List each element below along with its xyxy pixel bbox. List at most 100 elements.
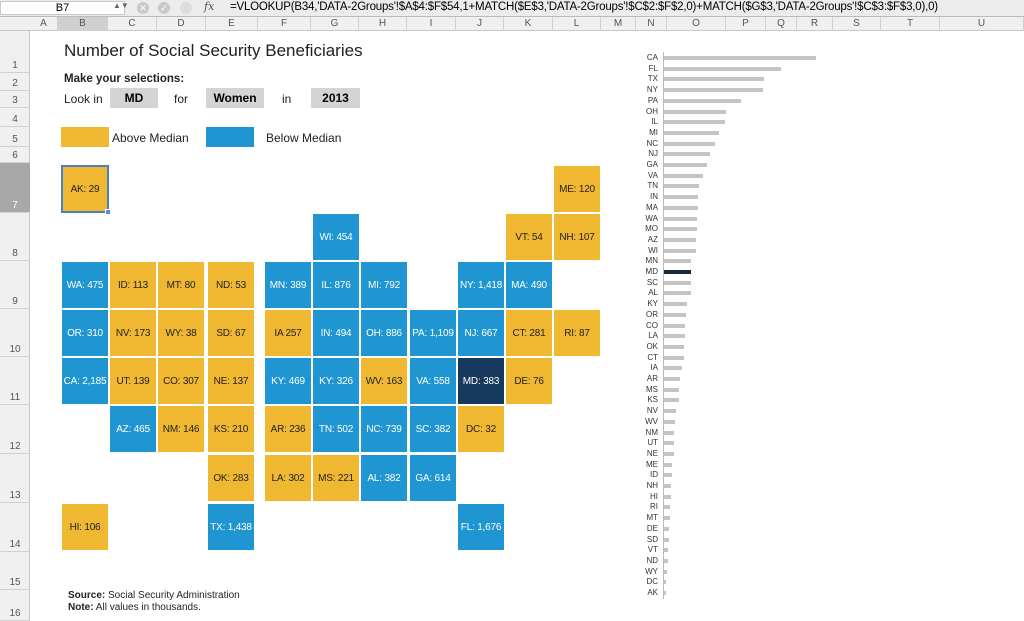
year-selector[interactable]: 2013: [311, 88, 360, 108]
column-header[interactable]: S: [833, 17, 881, 31]
state-tile[interactable]: DE: 76: [506, 358, 552, 404]
state-tile[interactable]: SC: 382: [410, 406, 456, 452]
state-tile[interactable]: CA: 2,185: [62, 358, 108, 404]
state-tile[interactable]: IL: 876: [313, 262, 359, 308]
row-header[interactable]: 2: [0, 73, 30, 91]
column-header[interactable]: P: [726, 17, 766, 31]
state-tile[interactable]: UT: 139: [110, 358, 156, 404]
state-tile[interactable]: KS: 210: [208, 406, 254, 452]
column-header[interactable]: Q: [766, 17, 797, 31]
state-tile[interactable]: SD: 67: [208, 310, 254, 356]
row-header[interactable]: 6: [0, 147, 30, 163]
column-header[interactable]: H: [359, 17, 407, 31]
state-tile[interactable]: RI: 87: [554, 310, 600, 356]
column-header[interactable]: L: [553, 17, 601, 31]
row-header[interactable]: 10: [0, 309, 30, 357]
state-tile[interactable]: OK: 283: [208, 455, 254, 501]
row-header[interactable]: 4: [0, 108, 30, 127]
row-header[interactable]: 16: [0, 590, 30, 621]
state-tile[interactable]: NC: 739: [361, 406, 407, 452]
column-header[interactable]: B: [58, 17, 108, 31]
state-tile[interactable]: AK: 29: [61, 165, 109, 213]
formula-input[interactable]: =VLOOKUP(B34,'DATA-2Groups'!$A$4:$F$54,1…: [230, 1, 938, 13]
fx-icon[interactable]: fx: [204, 0, 215, 13]
state-tile[interactable]: KY: 326: [313, 358, 359, 404]
state-tile[interactable]: WY: 38: [158, 310, 204, 356]
state-tile[interactable]: MD: 383: [458, 358, 504, 404]
state-tile[interactable]: ID: 113: [110, 262, 156, 308]
state-tile[interactable]: VA: 558: [410, 358, 456, 404]
state-tile[interactable]: MI: 792: [361, 262, 407, 308]
state-tile[interactable]: CO: 307: [158, 358, 204, 404]
state-tile[interactable]: NJ: 667: [458, 310, 504, 356]
column-header[interactable]: T: [881, 17, 940, 31]
state-tile[interactable]: HI: 106: [62, 504, 108, 550]
state-tile[interactable]: MT: 80: [158, 262, 204, 308]
confirm-icon[interactable]: ✓: [158, 2, 170, 14]
state-tile[interactable]: NH: 107: [554, 214, 600, 260]
cancel-icon[interactable]: ✕: [137, 2, 149, 14]
state-tile[interactable]: MS: 221: [313, 455, 359, 501]
state-tile[interactable]: FL: 1,676: [458, 504, 504, 550]
state-tile[interactable]: KY: 469: [265, 358, 311, 404]
name-box-dropdown-icon[interactable]: ▲▼: [113, 1, 129, 10]
state-tile[interactable]: GA: 614: [410, 455, 456, 501]
state-tile[interactable]: PA: 1,109: [410, 310, 456, 356]
name-box[interactable]: B7: [0, 1, 125, 15]
insert-function-circle-icon[interactable]: [180, 2, 192, 14]
state-tile[interactable]: DC: 32: [458, 406, 504, 452]
state-tile[interactable]: AR: 236: [265, 406, 311, 452]
state-tile[interactable]: MA: 490: [506, 262, 552, 308]
row-header[interactable]: 11: [0, 357, 30, 405]
column-header[interactable]: E: [206, 17, 258, 31]
column-header[interactable]: I: [407, 17, 456, 31]
row-header[interactable]: 1: [0, 31, 30, 73]
state-tile[interactable]: TX: 1,438: [208, 504, 254, 550]
column-header[interactable]: K: [504, 17, 553, 31]
column-header[interactable]: M: [601, 17, 636, 31]
row-header[interactable]: 14: [0, 503, 30, 552]
column-header[interactable]: F: [258, 17, 311, 31]
state-tile[interactable]: VT: 54: [506, 214, 552, 260]
column-header[interactable]: N: [636, 17, 667, 31]
column-header[interactable]: J: [456, 17, 504, 31]
column-header[interactable]: R: [797, 17, 833, 31]
state-tile[interactable]: TN: 502: [313, 406, 359, 452]
row-header[interactable]: 9: [0, 261, 30, 309]
state-tile[interactable]: CT: 281: [506, 310, 552, 356]
column-header[interactable]: C: [108, 17, 157, 31]
state-tile[interactable]: NM: 146: [158, 406, 204, 452]
state-tile[interactable]: IA 257: [265, 310, 311, 356]
bar-ok: [664, 344, 684, 349]
state-tile[interactable]: OH: 886: [361, 310, 407, 356]
fill-handle[interactable]: [105, 209, 111, 215]
row-header[interactable]: 13: [0, 454, 30, 503]
row-header[interactable]: 3: [0, 91, 30, 108]
state-tile[interactable]: ND: 53: [208, 262, 254, 308]
row-header[interactable]: 12: [0, 405, 30, 454]
column-header[interactable]: G: [311, 17, 359, 31]
state-tile[interactable]: WI: 454: [313, 214, 359, 260]
state-tile[interactable]: MN: 389: [265, 262, 311, 308]
row-header[interactable]: 8: [0, 213, 30, 261]
state-tile[interactable]: AZ: 465: [110, 406, 156, 452]
state-tile[interactable]: WA: 475: [62, 262, 108, 308]
column-header[interactable]: D: [157, 17, 206, 31]
state-tile[interactable]: ME: 120: [554, 166, 600, 212]
state-tile[interactable]: LA: 302: [265, 455, 311, 501]
state-selector[interactable]: MD: [110, 88, 158, 108]
column-header[interactable]: U: [940, 17, 1024, 31]
state-tile[interactable]: NV: 173: [110, 310, 156, 356]
state-tile[interactable]: IN: 494: [313, 310, 359, 356]
state-tile[interactable]: WV: 163: [361, 358, 407, 404]
state-tile[interactable]: OR: 310: [62, 310, 108, 356]
row-header[interactable]: 7: [0, 163, 30, 213]
row-header[interactable]: 15: [0, 552, 30, 590]
column-header[interactable]: A: [30, 17, 58, 31]
row-header[interactable]: 5: [0, 127, 30, 147]
group-selector[interactable]: Women: [206, 88, 264, 108]
column-header[interactable]: O: [667, 17, 726, 31]
state-tile[interactable]: AL: 382: [361, 455, 407, 501]
state-tile[interactable]: NY: 1,418: [458, 262, 504, 308]
state-tile[interactable]: NE: 137: [208, 358, 254, 404]
